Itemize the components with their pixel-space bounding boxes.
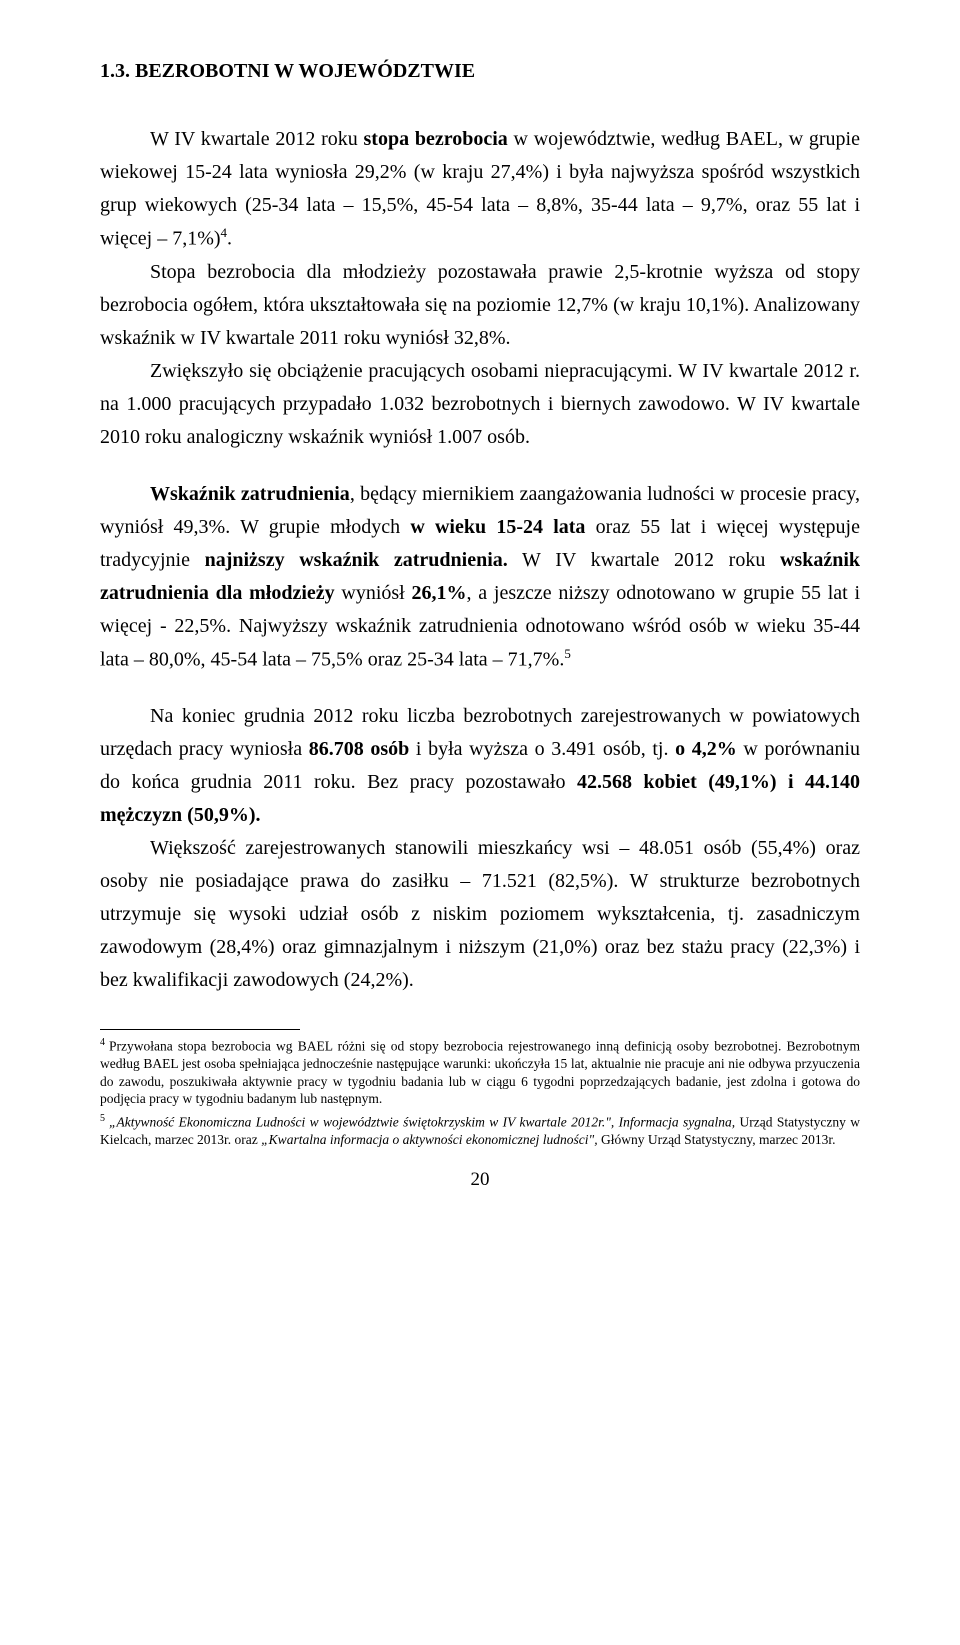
text: W IV kwartale 2012 roku bbox=[508, 549, 780, 571]
footnote-italic: „Kwartalna informacja o aktywności ekono… bbox=[261, 1132, 597, 1147]
text: wyniósł bbox=[335, 582, 412, 604]
paragraph-2: Stopa bezrobocia dla młodzieży pozostawa… bbox=[100, 256, 860, 355]
text-bold: Wskaźnik zatrudnienia bbox=[150, 483, 350, 505]
text-bold: najniższy wskaźnik zatrudnienia. bbox=[205, 549, 508, 571]
footnote-ref-5: 5 bbox=[564, 646, 571, 661]
paragraph-1: W IV kwartale 2012 roku stopa bezrobocia… bbox=[100, 123, 860, 256]
paragraph-5: Na koniec grudnia 2012 roku liczba bezro… bbox=[100, 700, 860, 832]
text-bold: stopa bezrobocia bbox=[364, 128, 508, 150]
text: i była wyższa o 3.491 osób, tj. bbox=[409, 738, 675, 760]
footnote-marker: 5 bbox=[100, 1113, 105, 1124]
section-heading: 1.3. BEZROBOTNI W WOJEWÓDZTWIE bbox=[100, 60, 860, 83]
footnote-divider bbox=[100, 1029, 300, 1030]
footnote-4: 4Przywołana stopa bezrobocia wg BAEL róż… bbox=[100, 1036, 860, 1108]
footnote-text: Przywołana stopa bezrobocia wg BAEL różn… bbox=[100, 1039, 860, 1107]
paragraph-3: Zwiększyło się obciążenie pracujących os… bbox=[100, 355, 860, 454]
text: . bbox=[227, 228, 232, 250]
footnote-italic: „Aktywność Ekonomiczna Ludności w wojewó… bbox=[109, 1115, 735, 1130]
footnote-marker: 4 bbox=[100, 1037, 105, 1048]
page-number: 20 bbox=[100, 1169, 860, 1191]
text-bold: 26,1% bbox=[412, 582, 467, 604]
text: W IV kwartale 2012 roku bbox=[150, 128, 364, 150]
text-bold: 86.708 osób bbox=[309, 738, 410, 760]
paragraph-6: Większość zarejestrowanych stanowili mie… bbox=[100, 832, 860, 997]
text-bold: o 4,2% bbox=[675, 738, 737, 760]
footnote-5: 5 „Aktywność Ekonomiczna Ludności w wojew… bbox=[100, 1112, 860, 1149]
paragraph-4: Wskaźnik zatrudnienia, będący miernikiem… bbox=[100, 478, 860, 677]
footnote-text: Główny Urząd Statystyczny, marzec 2013r. bbox=[598, 1132, 836, 1147]
text-bold: w wieku 15-24 lata bbox=[410, 516, 585, 538]
